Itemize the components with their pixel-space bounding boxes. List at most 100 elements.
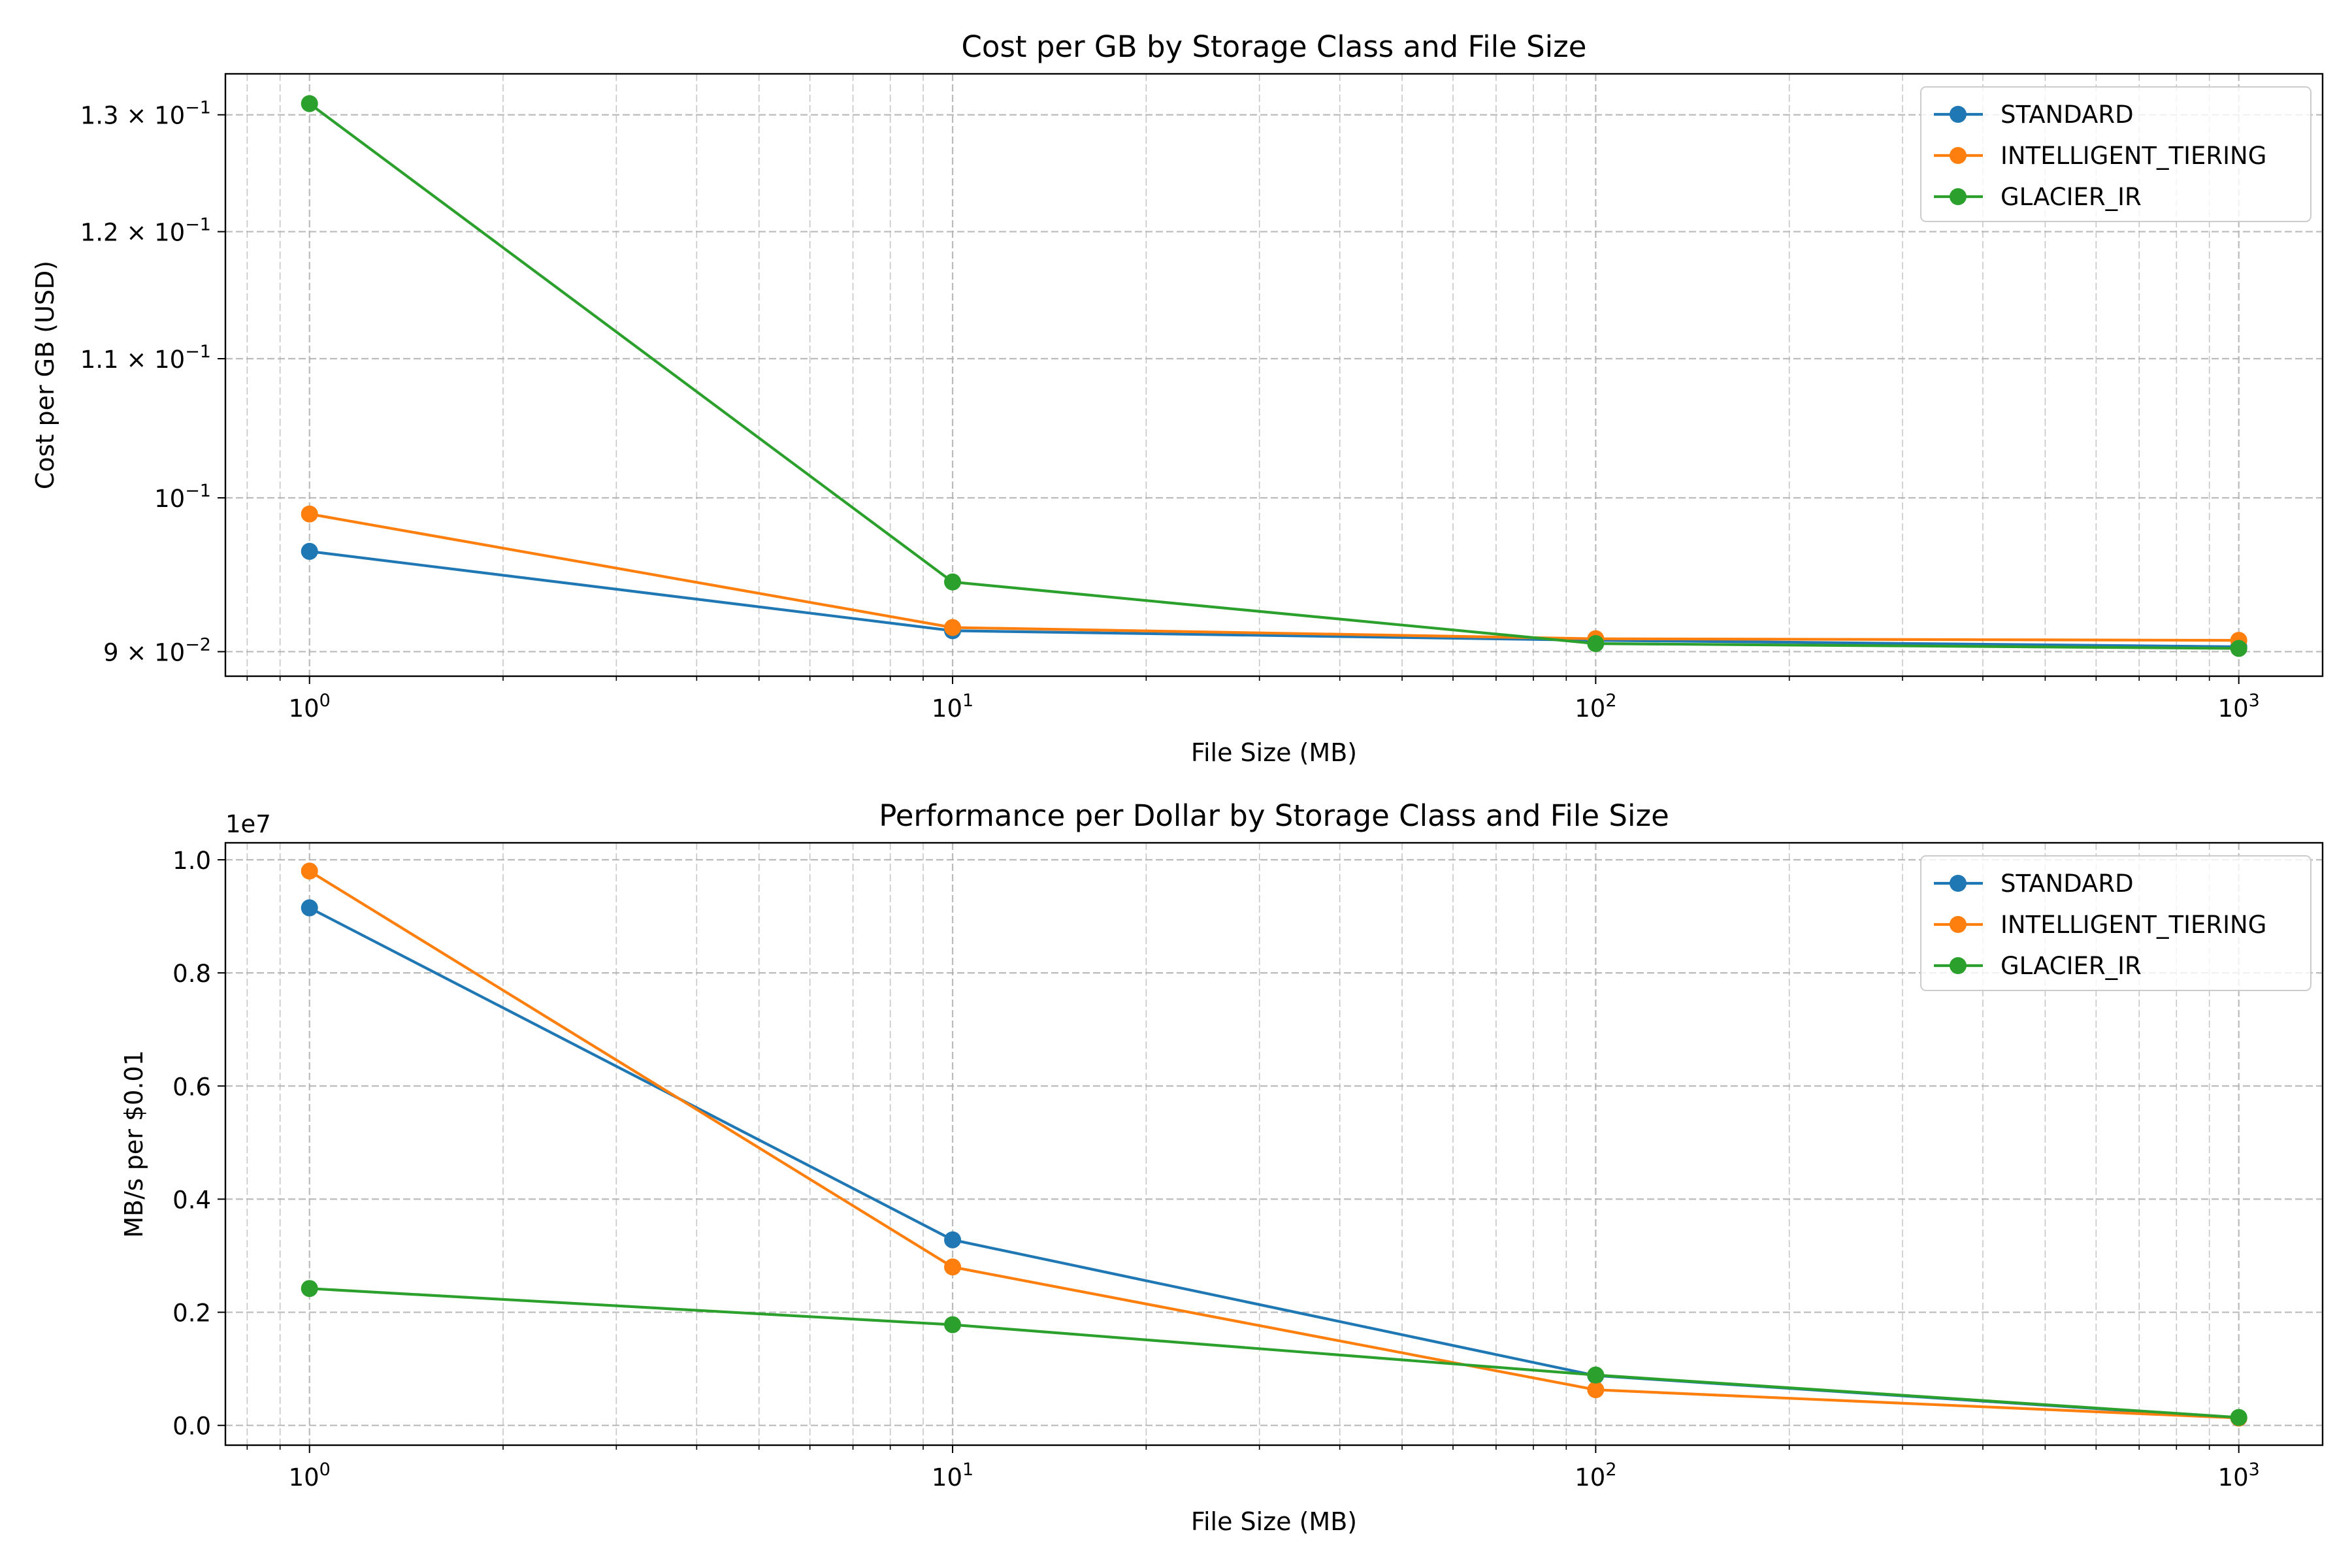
legend-marker — [1950, 875, 1967, 892]
x-tick-exponent: 1 — [962, 691, 973, 711]
data-point — [1587, 1366, 1605, 1384]
x-tick-exponent: 2 — [1605, 1460, 1616, 1480]
y-tick-label: 9 × 10−2 — [103, 634, 211, 666]
y-tick-label: 1.1 × 10−1 — [80, 342, 211, 374]
data-point — [944, 1231, 962, 1249]
data-point — [301, 1280, 318, 1298]
x-tick-label: 103 — [2218, 691, 2260, 723]
legend-label: GLACIER_IR — [2001, 952, 2142, 980]
series-line — [308, 102, 2239, 650]
y-tick-mantissa: 1.1 — [80, 346, 119, 374]
series-line — [309, 549, 2239, 649]
x-tick-base: 10 — [2218, 1463, 2249, 1492]
legend-entry: GLACIER_IR — [1934, 952, 2142, 980]
legend-label: INTELLIGENT_TIERING — [2001, 142, 2266, 170]
data-point — [1587, 1381, 1605, 1399]
y-tick-base: 10 — [154, 485, 185, 513]
y-tick-label: 1.2 × 10−1 — [80, 215, 211, 247]
data-point — [301, 862, 318, 880]
data-point — [944, 619, 962, 636]
y-tick-label: 1.3 × 10−1 — [80, 98, 211, 130]
legend-label: STANDARD — [2001, 870, 2134, 898]
x-tick-base: 10 — [289, 694, 319, 723]
data-point — [1587, 635, 1605, 653]
legend-label: INTELLIGENT_TIERING — [2001, 911, 2266, 939]
x-tick-base: 10 — [932, 1463, 962, 1492]
chart-title: Performance per Dollar by Storage Class … — [879, 798, 1669, 833]
legend: STANDARD INTELLIGENT_TIERING GLACIER_IR — [1920, 855, 2311, 991]
y-tick-times: × 10 — [119, 346, 186, 374]
x-tick-exponent: 2 — [1605, 691, 1616, 711]
legend-entry: INTELLIGENT_TIERING — [1934, 142, 2266, 170]
y-tick-mantissa: 1.3 — [80, 102, 119, 130]
y-tick-label: 0.8 — [172, 960, 211, 988]
y-tick-label: 10−1 — [154, 481, 211, 513]
legend-marker — [1950, 106, 1967, 123]
y-tick-label: 1.0 — [172, 847, 211, 875]
legend-label: GLACIER_IR — [2001, 183, 2142, 211]
y-tick-exponent: −1 — [185, 215, 211, 235]
x-tick-base: 10 — [2218, 694, 2249, 723]
y-tick-label: 0.6 — [172, 1073, 211, 1101]
legend-entry: STANDARD — [1934, 101, 2134, 129]
chart-title: Cost per GB by Storage Class and File Si… — [962, 29, 1587, 64]
data-point — [301, 899, 318, 917]
y-tick-label: 0.2 — [172, 1299, 211, 1328]
x-tick-label: 102 — [1575, 691, 1616, 723]
series-line — [309, 1287, 2239, 1419]
data-point — [2230, 640, 2247, 657]
series-line — [309, 512, 2239, 642]
y-tick-mantissa: 9 — [103, 638, 119, 666]
data-point — [944, 573, 962, 591]
x-tick-label: 100 — [289, 691, 331, 723]
y-axis-label: MB/s per $0.01 — [120, 1050, 148, 1238]
y-tick-exponent: −2 — [185, 634, 211, 655]
y-tick-times: × 10 — [119, 102, 186, 130]
x-axis-label: File Size (MB) — [1191, 738, 1357, 767]
legend-entry: GLACIER_IR — [1934, 183, 2142, 211]
x-tick-label: 101 — [932, 691, 973, 723]
x-tick-label: 100 — [289, 1460, 331, 1492]
legend-entry: INTELLIGENT_TIERING — [1934, 911, 2266, 939]
y-tick-label: 0.0 — [172, 1413, 211, 1441]
y-axis-label: Cost per GB (USD) — [31, 261, 59, 489]
y-tick-mantissa: 1.2 — [80, 219, 119, 247]
series-intelligent-tiering — [301, 862, 2247, 1427]
x-tick-exponent: 3 — [2249, 691, 2260, 711]
y-tick-exponent: −1 — [185, 98, 211, 118]
x-tick-exponent: 3 — [2249, 1460, 2260, 1480]
series-glacier-ir — [301, 95, 2247, 657]
x-tick-label: 102 — [1575, 1460, 1616, 1492]
data-point — [301, 542, 318, 560]
y-tick-label: 0.4 — [172, 1186, 211, 1214]
data-point — [301, 505, 318, 523]
y-tick-times: × 10 — [119, 638, 186, 666]
legend-box — [1920, 855, 2311, 991]
y-tick-times: × 10 — [119, 219, 186, 247]
legend-marker — [1950, 188, 1967, 205]
x-tick-label: 103 — [2218, 1460, 2260, 1492]
data-point — [2230, 1409, 2247, 1426]
y-tick-exponent: −1 — [185, 342, 211, 362]
chart-1: 9 × 10−210−11.1 × 10−11.2 × 10−11.3 × 10… — [31, 29, 2324, 767]
x-axis-label: File Size (MB) — [1191, 1507, 1357, 1536]
legend: STANDARD INTELLIGENT_TIERING GLACIER_IR — [1920, 86, 2311, 222]
series-glacier-ir — [301, 1280, 2247, 1426]
y-offset-label: 1e7 — [225, 810, 271, 838]
series-line — [308, 870, 2239, 1420]
legend-marker — [1950, 147, 1967, 164]
legend-marker — [1950, 916, 1967, 933]
plot-frame — [224, 841, 2324, 1446]
y-tick-exponent: −1 — [185, 481, 211, 501]
legend-box — [1920, 86, 2311, 222]
x-tick-base: 10 — [1575, 694, 1605, 723]
data-point — [301, 95, 318, 112]
x-tick-base: 10 — [289, 1463, 319, 1492]
plot-frame — [224, 73, 2324, 678]
data-point — [944, 1258, 962, 1276]
x-tick-base: 10 — [1575, 1463, 1605, 1492]
x-tick-label: 101 — [932, 1460, 973, 1492]
